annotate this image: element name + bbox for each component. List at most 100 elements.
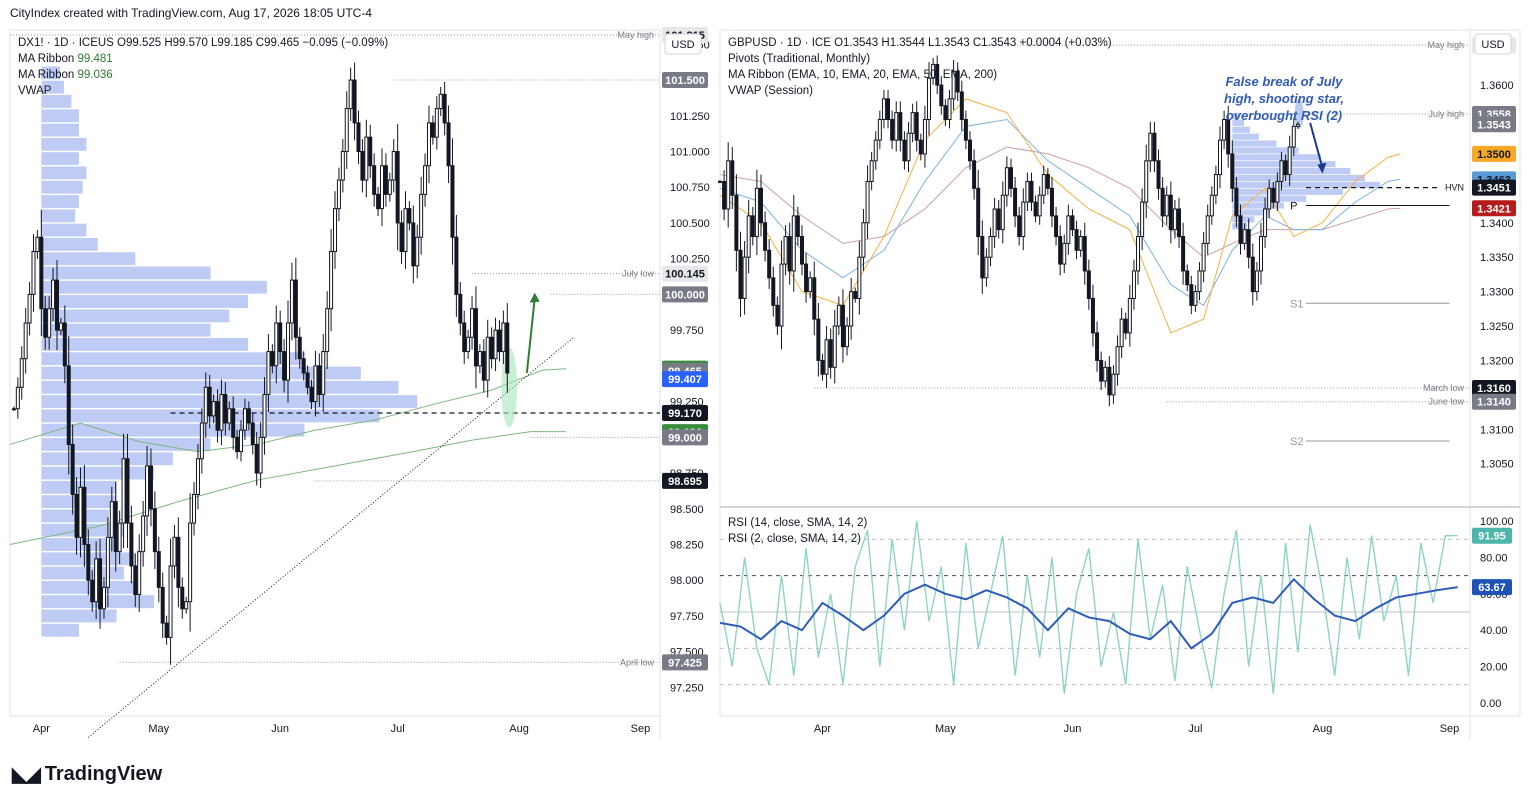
gbpusd-volume-profile-bar (1232, 126, 1250, 133)
dxy-candle-body (15, 386, 20, 410)
gbpusd-candle-body (881, 98, 886, 120)
gbpusd-currency-button[interactable]: USD (1481, 39, 1504, 51)
gbpusd-candle-body (984, 256, 989, 279)
gbpusd-candle-body (718, 180, 722, 183)
gbpusd-down-arrow-head (1317, 162, 1327, 174)
gbpusd-candle-body (1017, 215, 1022, 238)
dxy-candle-body (164, 622, 169, 638)
gbpusd-candle-body (1115, 346, 1120, 375)
dxy-volume-profile-bar (41, 80, 64, 94)
rsi-legend-line: RSI (2, close, SMA, 14, 2) (728, 533, 861, 545)
dxy-candle-body (321, 351, 326, 395)
dxy-price-label-bg (662, 405, 708, 422)
gbpusd-candle-body (1283, 160, 1288, 176)
gbpusd-level-note: HVN (1445, 183, 1464, 193)
dxy-candle-body (141, 515, 146, 553)
gbpusd-candle-body (1258, 236, 1263, 272)
gbpusd-candle-body (1213, 174, 1218, 196)
gbpusd-candle-body (1041, 174, 1046, 196)
dxy-volume-profile-bar (41, 352, 305, 366)
gbpusd-candle-body (877, 118, 882, 141)
gbpusd-candle-body (845, 325, 850, 348)
dxy-candle-body (231, 408, 236, 438)
dxy-candle-body (70, 443, 75, 495)
dxy-candle-body (195, 458, 200, 495)
gbpusd-candle-body (939, 84, 944, 107)
dxy-volume-profile-bar (41, 123, 79, 137)
gbpusd-x-tick-label: Jul (1188, 723, 1202, 735)
gbpusd-candle-body (791, 215, 796, 272)
gbpusd-candle-body (1189, 284, 1194, 306)
dxy-candle-body (62, 322, 67, 367)
gbpusd-chart: P S1 S2 False break of July high, shooting s… (718, 37, 1516, 735)
gbpusd-candle-body (1160, 187, 1165, 217)
dxy-candle-body (309, 386, 314, 403)
gbpusd-candle-body (910, 112, 915, 134)
gbpusd-candle-body (1049, 187, 1054, 217)
gbpusd-candle-body (787, 236, 792, 272)
gbpusd-price-label-bg (1472, 200, 1516, 217)
dxy-y-tick-label: 98.000 (670, 575, 704, 587)
dxy-candle-body (317, 365, 322, 395)
gbpusd-annotation-line: False break of July (1225, 74, 1343, 89)
dxy-candle-body (415, 236, 420, 267)
dxy-candle-body (344, 108, 349, 152)
dxy-candle-body (211, 401, 216, 417)
dxy-candle-body (125, 458, 130, 524)
gbpusd-candle-body (1008, 167, 1013, 189)
dxy-candle-body (207, 386, 212, 417)
dxy-y-tick-label: 98.250 (670, 540, 704, 552)
gbpusd-candle-body (1119, 318, 1124, 348)
gbpusd-candle-body (972, 160, 977, 189)
dxy-candle-body (90, 579, 95, 603)
gbpusd-candle-body (1123, 318, 1128, 334)
dxy-candle-body (423, 165, 428, 195)
chart-canvas[interactable]: 101.750101.250101.000100.750100.500100.2… (0, 0, 1532, 760)
gbpusd-candle-body (1037, 194, 1042, 217)
dxy-candle-body (23, 322, 28, 360)
dxy-candle-body (250, 422, 255, 445)
gbpusd-candle-body (730, 160, 735, 196)
dxy-volume-profile-bar (41, 295, 249, 308)
dxy-y-tick-label: 101.250 (670, 111, 710, 123)
gbpusd-price-label: 1.3500 (1477, 149, 1511, 161)
gbpusd-candle-body (1033, 201, 1038, 217)
dxy-legend-label: MA Ribbon (18, 69, 77, 81)
gbpusd-candle-body (1095, 332, 1100, 361)
dxy-candle-body (466, 336, 471, 353)
tradingview-logo[interactable]: ⁠◣◢ TradingView (12, 760, 162, 788)
dxy-candle-body (372, 165, 377, 195)
dxy-up-arrow-head (529, 292, 540, 303)
gbpusd-level-note: July high (1428, 109, 1464, 119)
gbpusd-candle-body (1140, 201, 1145, 238)
gbpusd-candle-body (955, 70, 960, 93)
dxy-candle-body (109, 501, 114, 538)
gbpusd-candle-body (1275, 180, 1280, 203)
gbpusd-candle-body (1246, 229, 1251, 258)
gbpusd-candle-body (1218, 139, 1222, 176)
rsi-y-tick-label: 100.00 (1480, 516, 1514, 528)
gbpusd-candle-body (1127, 297, 1132, 334)
dxy-candle-body (129, 522, 134, 567)
gbpusd-price-label: 1.3451 (1477, 183, 1511, 195)
dxy-candle-body (242, 408, 247, 431)
gbpusd-candle-body (959, 91, 964, 120)
dxy-x-tick-label: Jul (391, 723, 405, 735)
dxy-y-tick-label: 97.250 (670, 682, 704, 694)
gbpusd-candle-body (931, 63, 936, 79)
dxy-candle-body (387, 179, 392, 195)
dxy-candle-body (383, 165, 388, 195)
gbpusd-candle-body (1242, 229, 1247, 244)
dxy-volume-profile-bar (41, 166, 87, 180)
gbpusd-currency-button-bg[interactable] (1474, 33, 1512, 55)
dxy-volume-profile-bar (41, 95, 72, 108)
dxy-currency-button-bg[interactable] (664, 33, 702, 55)
dxy-candle-body (356, 122, 361, 152)
rsi2-line (719, 521, 1458, 694)
dxy-legend-value: 99.481 (77, 53, 112, 65)
gbpusd-candle-body (832, 325, 837, 368)
gbpusd-volume-profile-bar (1232, 181, 1380, 188)
dxy-currency-button[interactable]: USD (671, 39, 694, 51)
gbpusd-x-tick-label: Jun (1064, 723, 1082, 735)
dxy-legend-line: VWAP (18, 85, 52, 97)
